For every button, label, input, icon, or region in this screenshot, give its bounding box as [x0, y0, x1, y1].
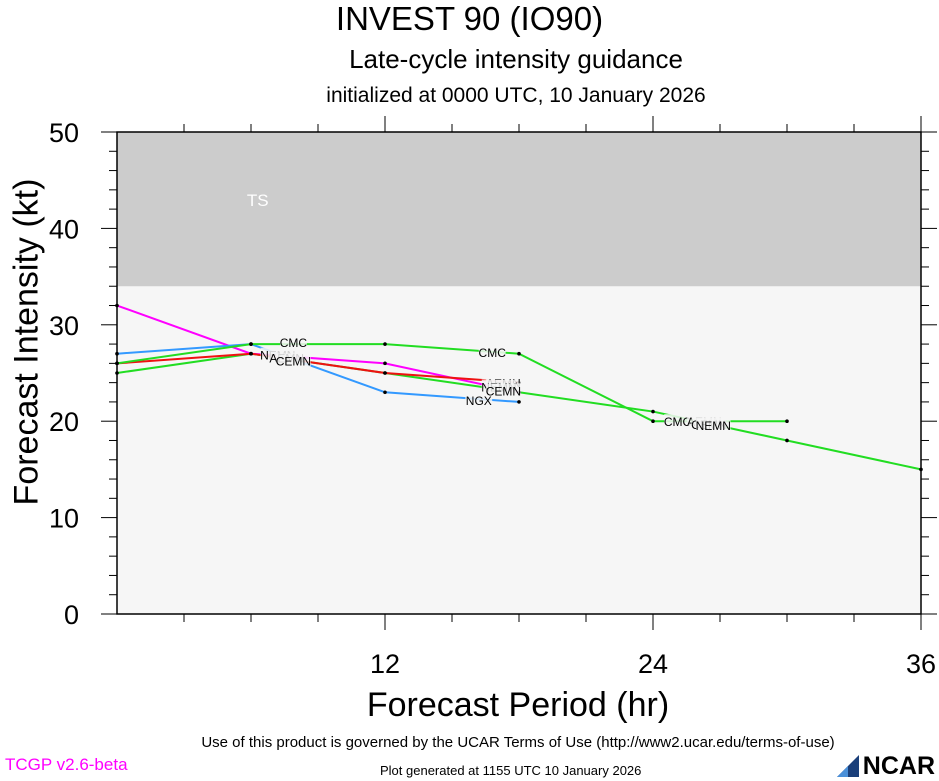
data-point-ngx	[383, 390, 387, 395]
ncar-logo: NCAR	[862, 752, 935, 780]
band-label: TS	[247, 191, 269, 210]
ncar-logo-icon	[837, 755, 859, 777]
data-point-cemn	[785, 438, 789, 443]
series-line-ngx	[116, 343, 520, 403]
data-point-cemn	[249, 351, 253, 356]
y-axis-label: Forecast Intensity (kt)	[7, 178, 46, 506]
x-tick-label: 36	[906, 649, 936, 679]
chart-subtitle: Late-cycle intensity guidance	[349, 44, 683, 74]
terms-of-use: Use of this product is governed by the U…	[201, 734, 835, 751]
data-point-ngx	[517, 400, 521, 404]
model-label-bg	[486, 383, 521, 397]
plot-frame	[116, 131, 922, 615]
model-label-bg	[276, 353, 311, 367]
chart-title: INVEST 90 (IO90)	[335, 0, 604, 37]
generated-time: Plot generated at 1155 UTC 10 January 20…	[380, 763, 642, 778]
model-label-bg	[664, 414, 691, 428]
data-point-cmc	[651, 419, 655, 424]
model-label: CMC	[479, 346, 507, 360]
y-tick-label: 20	[49, 407, 79, 437]
y-tick-label: 40	[49, 214, 79, 244]
y-tick-label: 10	[49, 504, 79, 534]
version-label: TCGP v2.6-beta	[5, 755, 128, 774]
x-tick-label: 12	[370, 649, 400, 679]
data-point-cmc	[517, 351, 521, 356]
model-label: CEMN	[276, 354, 311, 368]
data-point-nemn	[383, 361, 387, 366]
data-point-cemn	[651, 409, 655, 414]
model-label: CMC	[280, 336, 308, 350]
model-label-bg	[280, 335, 307, 349]
model-label-bg	[478, 344, 506, 358]
band-ts	[117, 132, 921, 287]
data-point-cmc	[785, 419, 789, 424]
y-tick-label: 50	[49, 118, 79, 148]
initialization-time: initialized at 0000 UTC, 10 January 2026	[326, 84, 706, 107]
series-line-aemn	[116, 352, 520, 384]
y-tick-label: 30	[49, 311, 79, 341]
model-label-bg	[696, 418, 731, 432]
x-axis-label: Forecast Period (hr)	[366, 686, 670, 724]
model-label-bg	[465, 392, 493, 406]
model-label: CMC	[664, 415, 692, 429]
model-label: NGX	[466, 394, 492, 408]
model-label: CEMN	[486, 384, 521, 398]
data-point-cmc	[383, 342, 387, 346]
data-point-ngx	[249, 342, 253, 346]
x-tick-label: 24	[638, 649, 668, 679]
y-tick-label: 0	[64, 600, 79, 630]
model-label: NEMN	[696, 419, 731, 433]
data-point-cemn	[383, 371, 387, 375]
